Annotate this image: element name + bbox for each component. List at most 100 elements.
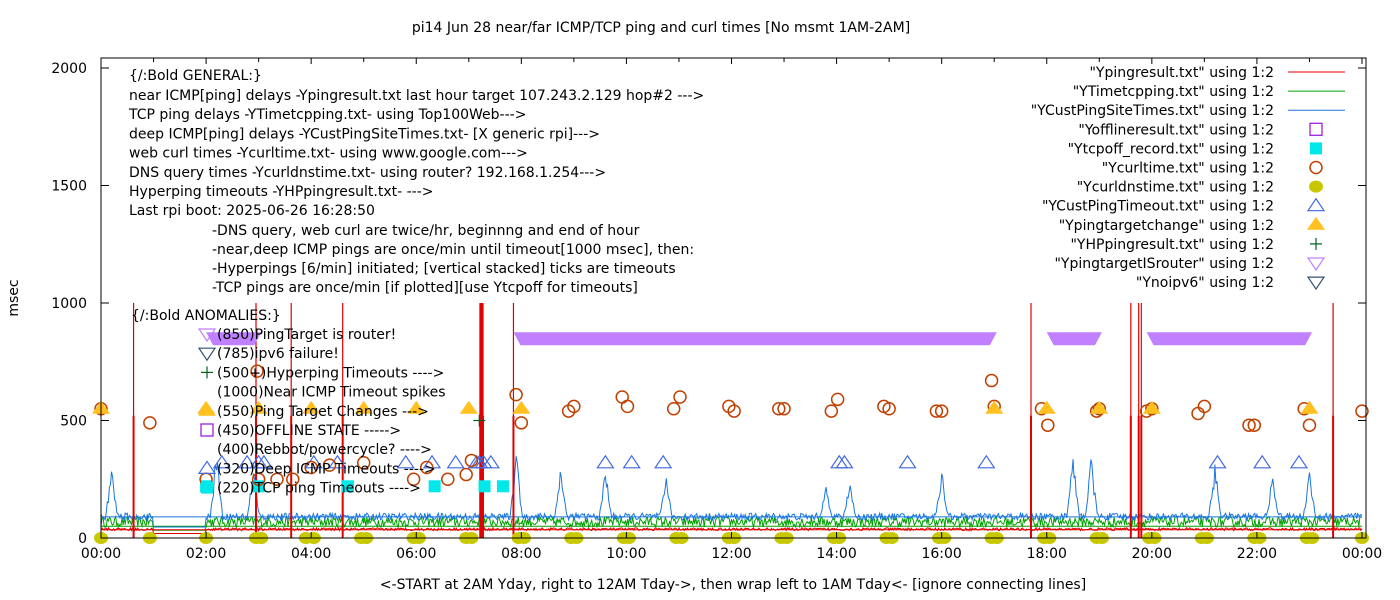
- legend-label: "YTimetcpping.txt" using 1:2: [1073, 84, 1274, 100]
- general-note: web curl times -Ycurltime.txt- using www…: [129, 146, 528, 162]
- legend-marker: [1310, 142, 1322, 155]
- targetchange-point: [1142, 400, 1161, 414]
- general-note: deep ICMP[ping] delays -YCustPingSiteTim…: [129, 126, 600, 142]
- anomaly-marker: [197, 460, 217, 474]
- x-tick-label: 14:00: [816, 546, 856, 562]
- legend-marker: [1307, 216, 1325, 230]
- plot-frame: [100, 57, 1367, 539]
- targetchange-point: [302, 400, 321, 414]
- curltime-point: [1191, 406, 1205, 421]
- x-tick-label: 18:00: [1027, 546, 1067, 562]
- curltime-point: [304, 460, 318, 475]
- legend-marker: [1310, 237, 1322, 250]
- y-axis-label: msec: [6, 279, 22, 316]
- y-tick-label: 500: [60, 414, 87, 430]
- anomaly-item: (850)PingTarget is router!: [217, 327, 396, 343]
- legend-marker: [1309, 180, 1323, 193]
- targetchange-point: [354, 400, 373, 414]
- curltime-point: [251, 472, 266, 486]
- x-tick-label: 08:00: [501, 546, 541, 562]
- curltime-point: [1247, 418, 1262, 432]
- curltime-point: [322, 458, 337, 472]
- custping-timeout-point: [254, 454, 274, 469]
- axis-ticks: 0 500 1000 1500 2000 00:00 02:00 04:00 06:00 08:0…: [51, 58, 1382, 562]
- legend-label: "Ynoipv6" using 1:2: [1136, 275, 1274, 291]
- curltime-point: [777, 402, 791, 416]
- curltime-point: [286, 472, 300, 486]
- curltime-point: [143, 416, 157, 430]
- curltime-point: [356, 456, 371, 470]
- x-tick-label: 02:00: [186, 546, 226, 562]
- annotations: {/:Bold GENERAL:} near ICMP[ping] delays …: [128, 68, 704, 497]
- router-band: [1046, 332, 1102, 346]
- custping-timeout-point: [654, 454, 673, 469]
- general-indented-note: -DNS query, web curl are twice/hr, begin…: [212, 223, 640, 239]
- y-tick-label: 2000: [51, 61, 87, 77]
- x-tick-label: 10:00: [606, 546, 646, 562]
- anomaly-item: (320)Deep ICMP Timeouts ---->: [217, 461, 436, 477]
- anomaly-item: (785)ipv6 failure!: [217, 346, 339, 362]
- x-axis-label: <-START at 2AM Yday, right to 12AM Tday-…: [380, 577, 1086, 593]
- legend: "Ypingresult.txt" using 1:2 "YTimetcpping…: [1031, 65, 1345, 291]
- legend-label: "YpingtargetISrouter" using 1:2: [1054, 256, 1274, 272]
- custping-timeout-point: [1289, 454, 1309, 469]
- anomaly-marker: [197, 328, 217, 343]
- custping-timeout-point: [446, 454, 465, 469]
- targetchange-point: [249, 400, 268, 414]
- router-band: [1146, 332, 1313, 346]
- x-tick-label: 00:00: [81, 546, 121, 562]
- custping-timeout-point: [396, 454, 415, 469]
- anomaly-marker: [197, 347, 217, 362]
- targetchange-point: [1300, 400, 1319, 414]
- curltime-point: [620, 399, 635, 414]
- curltime-point: [929, 404, 944, 418]
- targetchange-point: [1037, 400, 1056, 414]
- tcpoff-point: [252, 480, 265, 493]
- custping-timeout-point: [596, 454, 615, 469]
- curltime-point: [464, 453, 479, 468]
- custping-timeout-point: [1208, 454, 1227, 469]
- legend-label: "Ycurldnstime.txt" using 1:2: [1077, 180, 1274, 196]
- curltime-point: [406, 472, 421, 486]
- tcpoff-point: [428, 480, 441, 493]
- anomaly-item: (1000)Near ICMP Timeout spikes: [217, 385, 446, 401]
- tcpoff-point: [341, 480, 354, 493]
- x-tick-label: 04:00: [291, 546, 331, 562]
- targetchange-point: [407, 400, 426, 414]
- y-tick-label: 0: [78, 531, 87, 547]
- curltime-point: [1355, 404, 1369, 418]
- custping-timeout-point: [898, 454, 917, 469]
- curltime-point: [673, 390, 687, 404]
- curltime-point: [666, 402, 681, 416]
- general-indented-note: -near,deep ICMP pings are once/min until…: [212, 242, 694, 258]
- general-note: near ICMP[ping] delays -Ypingresult.txt …: [129, 88, 704, 104]
- tcpoff-point: [496, 480, 509, 493]
- general-note: TCP ping delays -YTimetcpping.txt- using…: [128, 107, 526, 123]
- general-heading: {/:Bold GENERAL:}: [129, 68, 262, 84]
- anomaly-marker: [201, 481, 213, 494]
- anomalies-heading: {/:Bold ANOMALIES:}: [131, 308, 281, 324]
- curltime-point: [1197, 399, 1212, 414]
- x-tick-label: 12:00: [711, 546, 751, 562]
- y-tick-label: 1500: [51, 179, 87, 195]
- curltime-point: [824, 404, 839, 418]
- anomaly-item: (500+)Hyperping Timeouts ---->: [217, 365, 444, 381]
- legend-marker: [1309, 160, 1323, 175]
- curltime-point: [441, 472, 455, 486]
- targetchange-point: [512, 400, 531, 414]
- chart-title: pi14 Jun 28 near/far ICMP/TCP ping and c…: [412, 20, 910, 36]
- curltime-point: [984, 373, 999, 388]
- anomaly-item: (550)Ping Target Changes --->: [217, 404, 429, 420]
- curltime-point: [420, 460, 434, 475]
- legend-label: "YCustPingSiteTimes.txt" using 1:2: [1031, 103, 1274, 119]
- legend-marker: [1309, 122, 1323, 136]
- anomaly-marker: [200, 423, 214, 437]
- router-band: [513, 332, 997, 346]
- custping-timeout-point: [1253, 454, 1272, 469]
- custping-timeout-point: [977, 454, 996, 469]
- legend-label: "Ytcpoff_record.txt" using 1:2: [1068, 141, 1274, 157]
- curltime-point: [1242, 418, 1256, 432]
- targetchange-point: [985, 400, 1004, 414]
- x-tick-label: 22:00: [1237, 546, 1277, 562]
